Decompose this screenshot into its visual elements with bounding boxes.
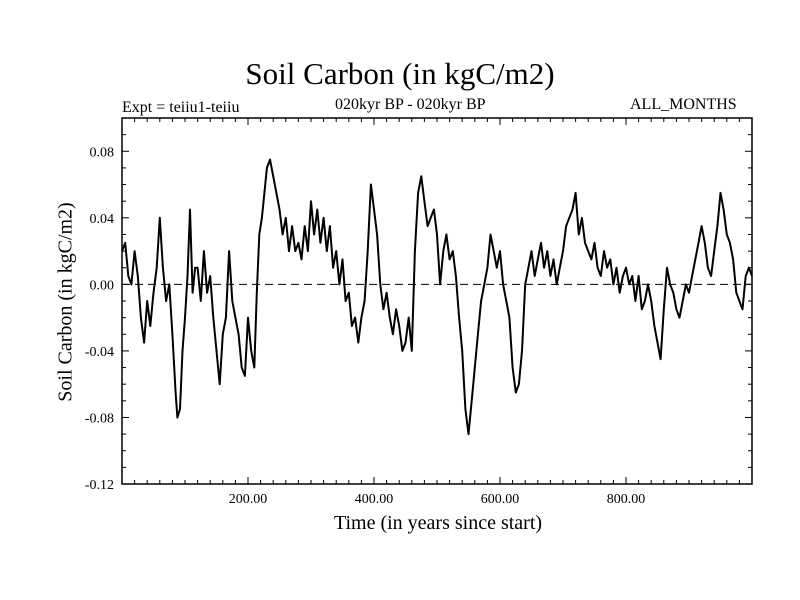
months-label: ALL_MONTHS — [630, 96, 737, 113]
x-tick-label: 400.00 — [355, 492, 394, 507]
x-tick-label: 600.00 — [481, 492, 520, 507]
y-tick-label: 0.08 — [90, 145, 115, 160]
y-tick-label: -0.12 — [85, 478, 114, 493]
x-tick-label: 200.00 — [229, 492, 268, 507]
x-axis-label: Time (in years since start) — [333, 512, 543, 534]
experiment-label: Expt = teiiu1-teiiu — [122, 99, 240, 116]
plot-frame — [121, 117, 753, 485]
y-tick-label: 0.04 — [90, 212, 115, 227]
y-tick-label: -0.04 — [85, 345, 114, 360]
y-tick-label: -0.08 — [85, 411, 114, 426]
period-label: 020kyr BP - 020kyr BP — [335, 96, 486, 113]
x-tick-label: 800.00 — [607, 492, 646, 507]
y-tick-label: 0.00 — [90, 278, 115, 293]
soil-carbon-series-line — [121, 158, 753, 436]
chart-title: Soil Carbon (in kgC/m2) — [245, 56, 555, 91]
